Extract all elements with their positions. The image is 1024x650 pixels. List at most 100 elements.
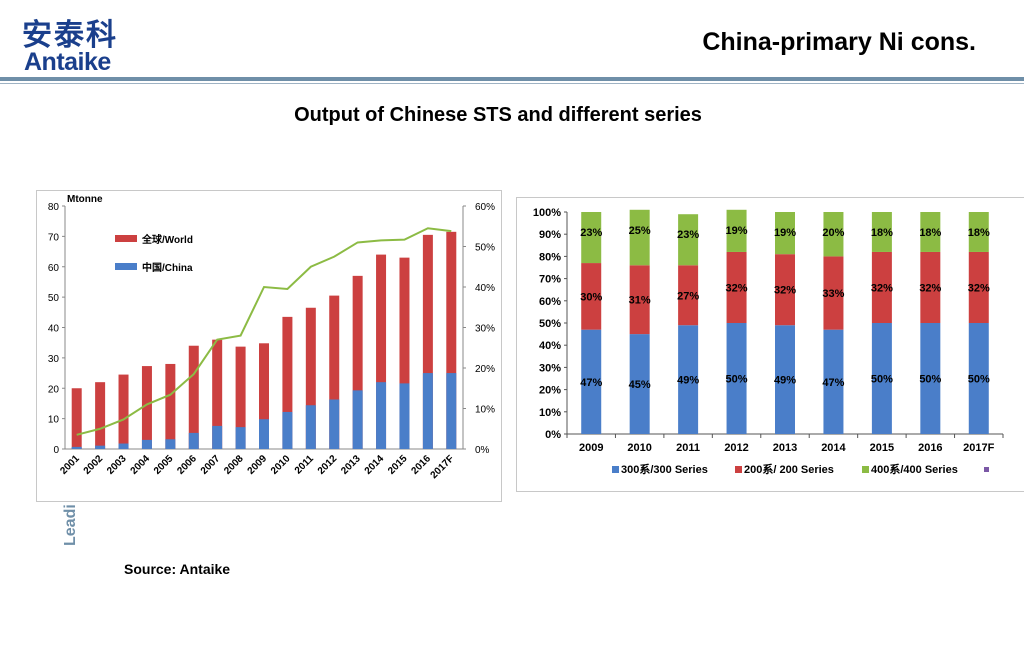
y-tick-label: 10: [48, 415, 60, 426]
logo-chinese: 安泰科: [22, 18, 118, 53]
data-label: 32%: [871, 282, 893, 294]
y2-tick-label: 60%: [475, 202, 495, 213]
china-bar: [399, 383, 410, 449]
x-tick-label: 2004: [129, 453, 153, 477]
china-bar: [259, 419, 269, 449]
world-bar: [95, 382, 106, 449]
x-tick-label: 2017F: [429, 453, 457, 481]
data-label: 33%: [822, 288, 844, 300]
world-bar: [282, 316, 293, 449]
world-bar: [141, 366, 152, 449]
segment-400-series: [678, 214, 699, 266]
data-label: 32%: [968, 282, 990, 294]
legend-swatch-world: [115, 235, 137, 242]
legend-swatch-china: [115, 263, 137, 270]
y-tick-label: 30%: [539, 362, 561, 374]
unit-label: Mtonne: [67, 194, 103, 205]
china-bar: [446, 373, 457, 449]
segment-200-series: [920, 251, 941, 323]
x-tick-label: 2011: [676, 442, 700, 454]
data-label: 49%: [677, 375, 699, 387]
y-tick-label: 80: [48, 202, 60, 213]
y2-tick-label: 50%: [475, 243, 495, 254]
segment-400-series: [871, 212, 892, 252]
data-label: 32%: [774, 285, 796, 297]
y2-tick-label: 40%: [475, 283, 495, 294]
data-label: 50%: [919, 374, 941, 386]
legend-swatch-other: [984, 467, 989, 472]
data-label: 25%: [629, 225, 651, 237]
legend-label-300: 300系/300 Series: [621, 462, 708, 476]
china-bar: [188, 432, 199, 449]
data-label: 50%: [726, 374, 748, 386]
segment-300-series: [629, 334, 650, 434]
china-share-line: [76, 227, 452, 436]
segment-400-series: [775, 212, 795, 255]
y-tick-label: 80%: [539, 251, 561, 263]
chart-subtitle: Output of Chinese STS and different seri…: [294, 104, 702, 126]
x-tick-label: 2007: [199, 453, 223, 477]
data-label: 47%: [580, 377, 602, 389]
y2-tick-label: 20%: [475, 364, 495, 375]
china-bar: [329, 399, 340, 449]
x-tick-label: 2008: [222, 453, 246, 477]
world-bar: [165, 363, 176, 449]
x-tick-label: 2002: [82, 453, 106, 477]
legend-swatch-400: [862, 466, 869, 473]
legend-swatch-200: [735, 466, 742, 473]
segment-400-series: [581, 212, 602, 264]
data-label: 19%: [774, 227, 796, 239]
x-tick-label: 2001: [58, 453, 82, 477]
y-tick-label: 60%: [539, 296, 561, 308]
china-bar: [165, 439, 176, 449]
x-tick-label: 2014: [363, 453, 387, 477]
y-tick-label: 40: [48, 324, 60, 335]
segment-400-series: [920, 212, 941, 252]
segment-300-series: [678, 325, 699, 434]
x-tick-label: 2009: [579, 442, 603, 454]
data-label: 18%: [919, 227, 941, 239]
segment-300-series: [726, 323, 747, 434]
segment-300-series: [823, 329, 844, 434]
data-label: 50%: [968, 374, 990, 386]
source-note: Source: Antaike: [124, 561, 231, 577]
data-label: 23%: [580, 227, 602, 239]
china-bar: [95, 445, 106, 449]
china-bar: [118, 443, 129, 449]
x-tick-label: 2014: [821, 442, 846, 454]
china-bar: [305, 405, 316, 449]
x-tick-label: 2015: [386, 453, 410, 477]
x-tick-label: 2016: [918, 442, 942, 454]
x-tick-label: 2012: [724, 442, 748, 454]
segment-200-series: [629, 265, 650, 335]
legend-label-400: 400系/400 Series: [871, 462, 958, 476]
y-tick-label: 50: [48, 293, 60, 304]
series-share-chart: 0% 10% 20% 30% 40% 50% 60% 70% 80% 90% 100% 47% 30% 2…: [533, 207, 1004, 476]
data-label: 32%: [919, 282, 941, 294]
world-bar: [305, 307, 316, 449]
legend-swatch-300: [612, 466, 619, 473]
segment-300-series: [871, 323, 892, 434]
world-bar: [212, 339, 223, 449]
data-label: 47%: [822, 377, 844, 389]
segment-400-series: [629, 209, 650, 266]
data-label: 50%: [871, 374, 893, 386]
y-tick-label: 20%: [539, 385, 561, 397]
data-label: 30%: [580, 291, 602, 303]
y2-tick-label: 0%: [475, 445, 490, 456]
china-bar: [376, 382, 387, 449]
world-bar: [188, 345, 199, 449]
data-label: 23%: [677, 229, 699, 241]
segment-400-series: [823, 212, 844, 257]
x-tick-label: 2009: [246, 453, 270, 477]
y2-tick-label: 10%: [475, 405, 495, 416]
x-tick-label: 2012: [316, 453, 340, 477]
y2-tick-label: 30%: [475, 324, 495, 335]
world-bar: [259, 343, 269, 449]
data-label: 45%: [629, 379, 651, 391]
segment-300-series: [968, 323, 989, 434]
world-bar: [329, 295, 340, 449]
y-tick-label: 0: [53, 445, 59, 456]
y-tick-label: 20: [48, 384, 60, 395]
data-label: 18%: [968, 227, 990, 239]
